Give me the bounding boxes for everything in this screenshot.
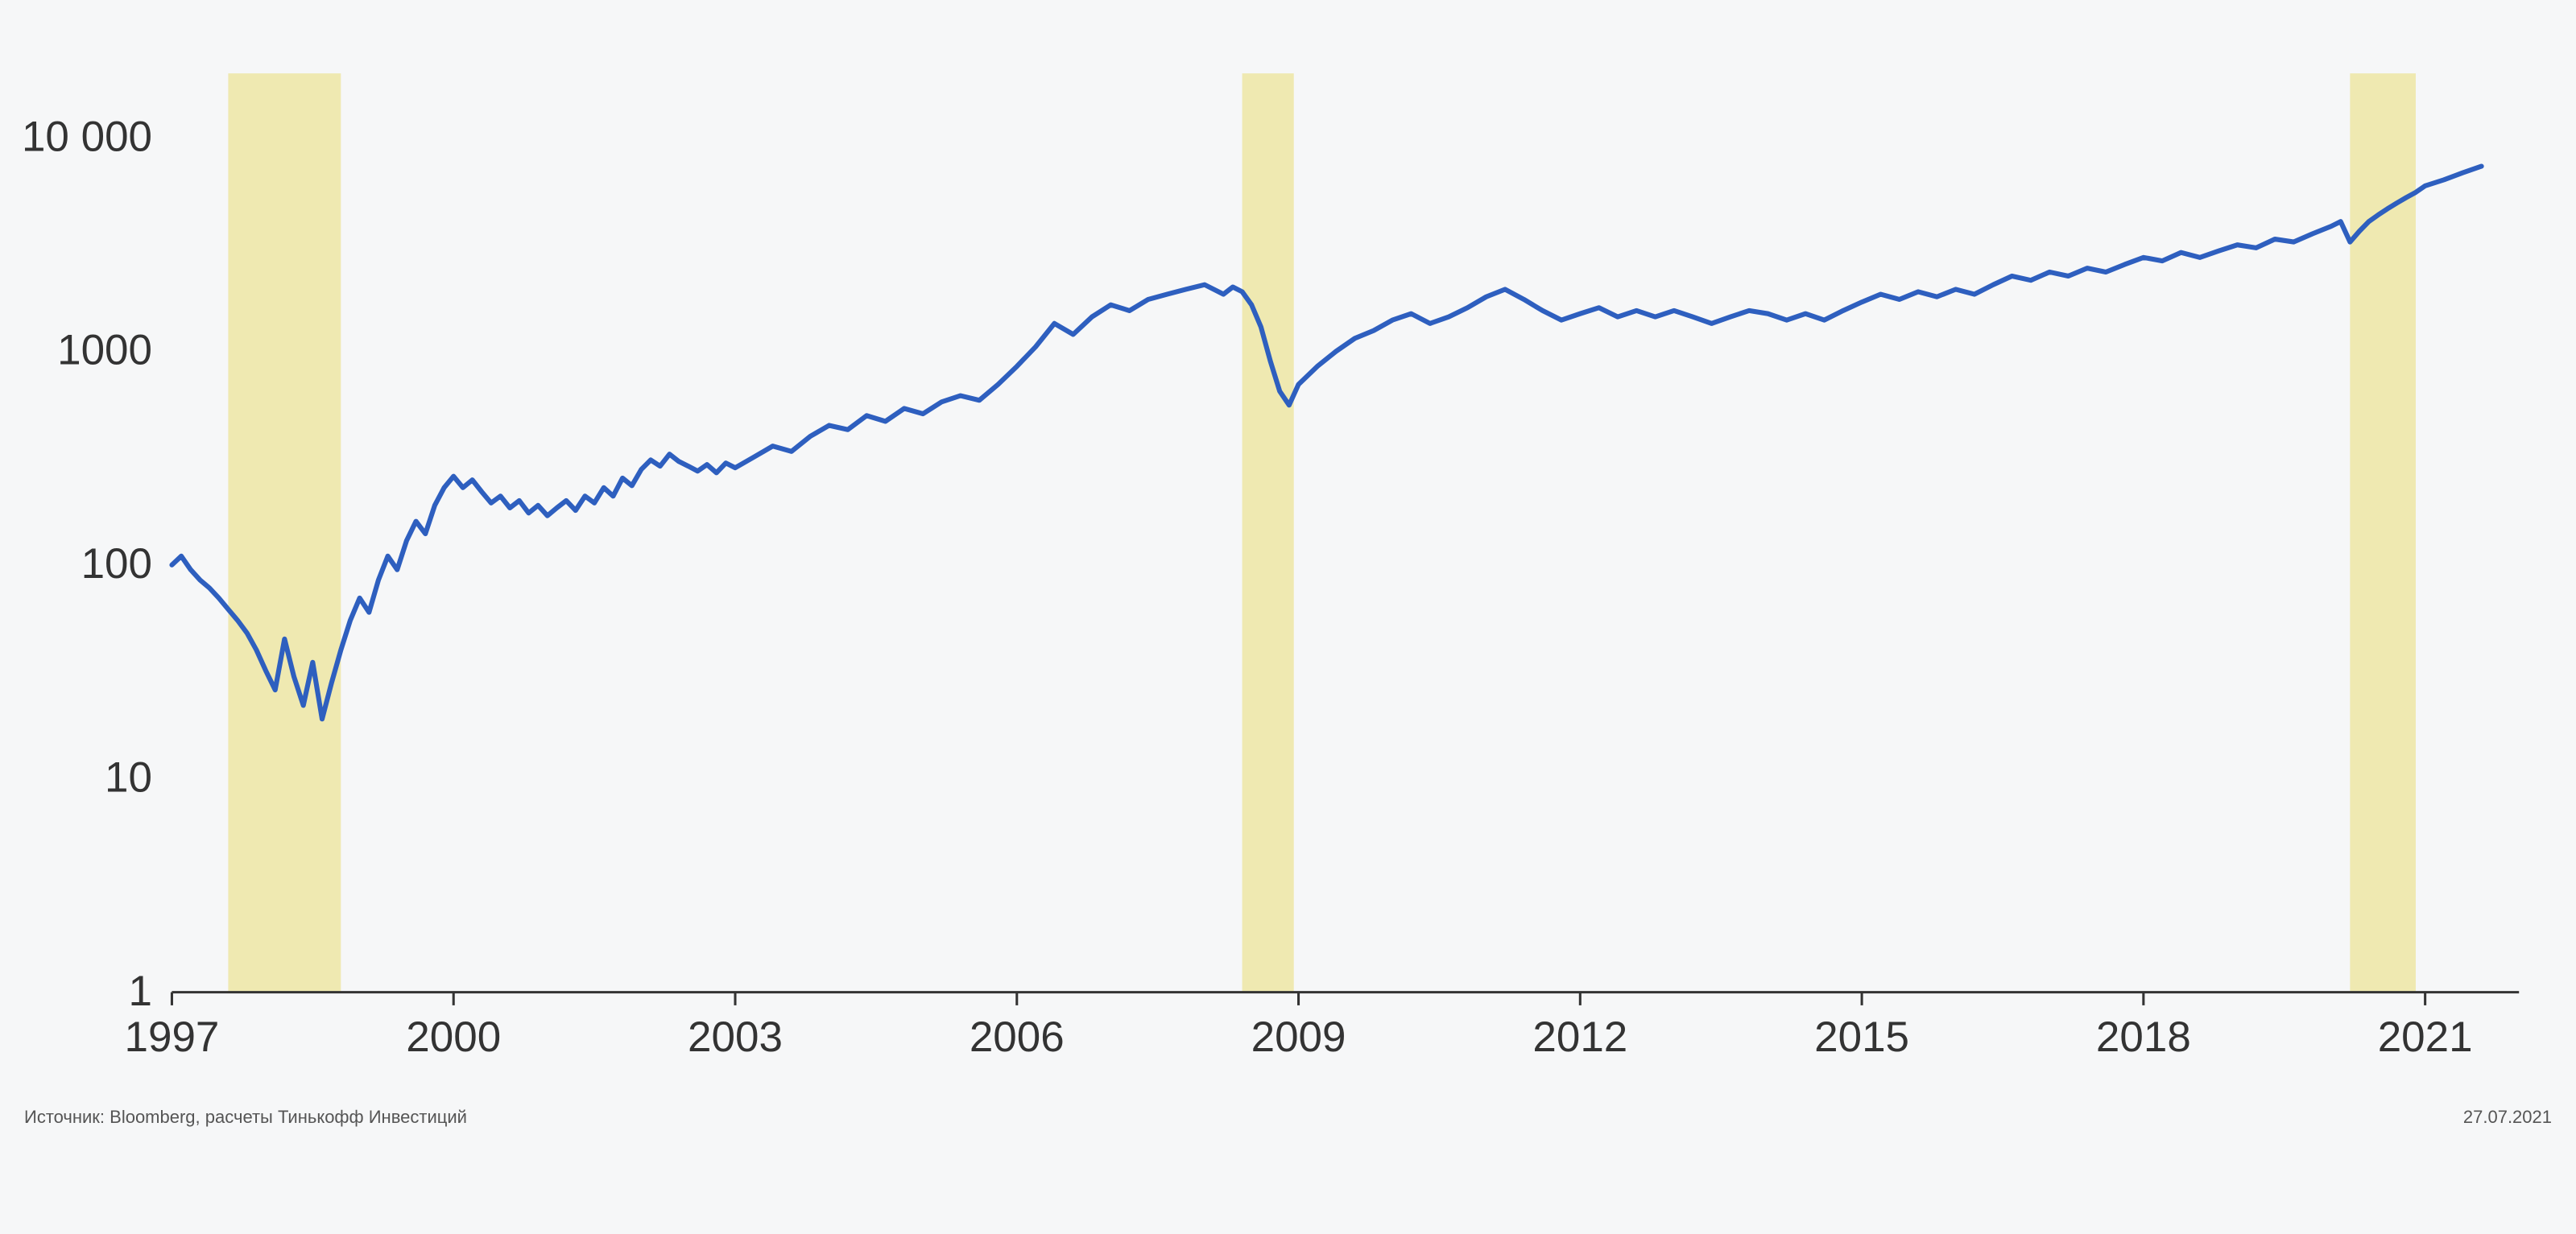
highlight-band: [228, 73, 341, 992]
x-tick-label: 2015: [1814, 1013, 1909, 1061]
y-tick-label: 1: [129, 968, 152, 1015]
line-chart: 1 10 100 1000 10 000 1997 2000 2003 2006 2009 2012…: [24, 24, 2552, 1075]
highlight-band: [1243, 73, 1294, 992]
x-tick-label: 2021: [2378, 1013, 2473, 1061]
chart-container: 1 10 100 1000 10 000 1997 2000 2003 2006 2009 2012…: [24, 24, 2552, 1075]
footer-source: Источник: Bloomberg, расчеты Тинькофф Ин…: [24, 1107, 467, 1128]
x-tick-label: 2003: [688, 1013, 783, 1061]
x-tick-label: 2006: [970, 1013, 1065, 1061]
y-tick-label: 100: [81, 540, 152, 588]
x-tick-label: 2018: [2096, 1013, 2191, 1061]
y-tick-label: 1000: [57, 327, 152, 374]
x-tick-label: 1997: [125, 1013, 220, 1061]
x-tick-label: 2012: [1532, 1013, 1627, 1061]
y-tick-label: 10 000: [24, 113, 152, 160]
x-tick-label: 2000: [406, 1013, 501, 1061]
y-tick-label: 10: [105, 754, 152, 802]
x-tick-label: 2009: [1251, 1013, 1346, 1061]
footer-date: 27.07.2021: [2463, 1107, 2552, 1128]
